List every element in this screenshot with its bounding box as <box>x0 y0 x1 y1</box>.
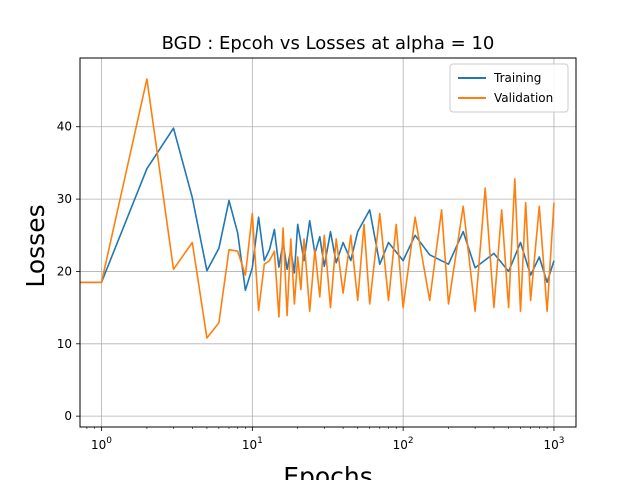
x-axis-label: Epochs <box>283 462 373 480</box>
legend: Training Validation <box>449 63 569 113</box>
chart-title: BGD : Epcoh vs Losses at alpha = 10 <box>162 33 495 54</box>
x-tick-label: 102 <box>393 436 414 452</box>
x-tick-label: 100 <box>91 436 112 452</box>
series-line-validation <box>80 78 555 339</box>
y-tick-label: 10 <box>57 337 72 351</box>
y-axis-label: Losses <box>21 204 50 287</box>
x-tick-label: 101 <box>242 436 263 452</box>
y-tick-label: 40 <box>57 120 72 134</box>
legend-label-training: Training <box>493 71 541 85</box>
axes: 100 101 102 103 0 10 20 30 40 <box>57 120 565 452</box>
plot-lines <box>80 78 555 339</box>
legend-box <box>449 63 569 113</box>
y-tick-label: 0 <box>64 409 72 423</box>
y-tick-label: 30 <box>57 192 72 206</box>
legend-label-validation: Validation <box>494 91 553 105</box>
grid <box>80 58 576 427</box>
x-tick-label: 103 <box>543 436 564 452</box>
y-tick-label: 20 <box>57 264 72 278</box>
plot-frame <box>79 57 577 428</box>
